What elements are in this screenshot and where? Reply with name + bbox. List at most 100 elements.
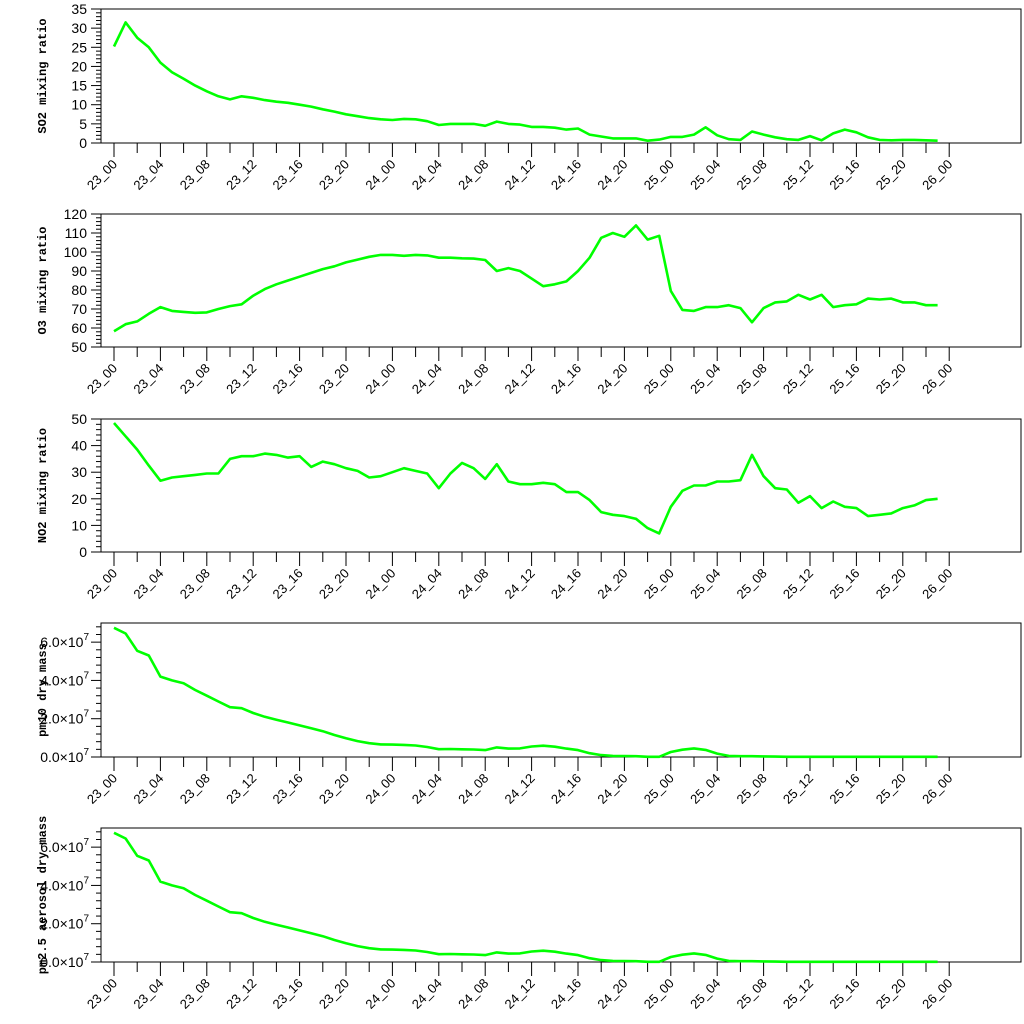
x-tick-label: 23_08 (177, 157, 213, 193)
x-tick-label: 25_04 (687, 771, 723, 807)
x-tick-label: 23_04 (130, 976, 166, 1012)
x-tick-label: 23_00 (84, 771, 120, 807)
x-tick-label: 23_20 (316, 157, 352, 193)
x-tick-label: 23_00 (84, 566, 120, 602)
x-tick-label: 24_00 (362, 361, 398, 397)
x-tick-label: 25_12 (780, 771, 816, 807)
x-tick-label: 25_00 (641, 566, 677, 602)
x-tick-label: 23_16 (270, 771, 306, 807)
x-tick-label: 25_00 (641, 157, 677, 193)
x-tick-label: 25_20 (873, 157, 909, 193)
x-tick-label: 23_12 (223, 361, 259, 397)
y-tick-label: 50 (71, 339, 87, 355)
y-tick-label: 2.0×107 (40, 709, 89, 727)
x-tick-label: 23_04 (130, 157, 166, 193)
y-tick-label: 40 (71, 438, 87, 454)
x-tick-label: 26_00 (919, 976, 955, 1012)
y-tick-label: 80 (71, 282, 87, 298)
x-tick-label: 23_20 (316, 361, 352, 397)
x-tick-label: 24_08 (455, 566, 491, 602)
y-tick-label: 0.0×107 (40, 952, 89, 970)
x-tick-label: 24_12 (502, 976, 538, 1012)
x-tick-label: 24_20 (594, 771, 630, 807)
y-tick-label: 110 (65, 225, 88, 241)
y-tick-label: 35 (71, 1, 87, 17)
x-tick-label: 25_16 (826, 771, 862, 807)
x-tick-label: 24_08 (455, 771, 491, 807)
y-tick-label: 60 (71, 320, 87, 336)
x-tick-label: 25_16 (826, 157, 862, 193)
x-tick-label: 26_00 (919, 361, 955, 397)
x-tick-label: 24_00 (362, 771, 398, 807)
x-tick-label: 23_08 (177, 976, 213, 1012)
x-tick-label: 25_08 (734, 157, 770, 193)
x-tick-label: 26_00 (919, 771, 955, 807)
x-tick-label: 25_04 (687, 361, 723, 397)
x-tick-label: 24_16 (548, 157, 584, 193)
x-tick-label: 25_20 (873, 361, 909, 397)
x-tick-label: 24_20 (594, 361, 630, 397)
y-axis-label: NO2 mixing ratio (36, 428, 50, 543)
x-tick-label: 24_20 (594, 157, 630, 193)
x-tick-label: 25_12 (780, 566, 816, 602)
x-tick-label: 24_08 (455, 361, 491, 397)
x-tick-label: 25_20 (873, 771, 909, 807)
x-tick-label: 25_08 (734, 361, 770, 397)
y-tick-label: 120 (64, 206, 88, 222)
y-tick-label: 90 (71, 263, 87, 279)
x-tick-label: 23_16 (270, 361, 306, 397)
x-tick-label: 25_00 (641, 361, 677, 397)
x-tick-label: 24_16 (548, 566, 584, 602)
x-tick-label: 25_08 (734, 566, 770, 602)
series-line (112, 21, 938, 142)
y-tick-label: 100 (64, 244, 88, 260)
y-axis-label: O3 mixing ratio (36, 226, 50, 334)
y-tick-label: 5 (79, 116, 87, 132)
y-tick-label: 30 (71, 20, 87, 36)
x-tick-label: 24_04 (409, 361, 445, 397)
chart-panel-5: 0.0×107 2.0×107 4.0×107 6.0×107 23_00 23_04 23… (36, 816, 1022, 1012)
x-tick-label: 23_16 (270, 157, 306, 193)
x-tick-label: 23_04 (130, 566, 166, 602)
x-tick-label: 23_00 (84, 976, 120, 1012)
x-tick-label: 23_16 (270, 566, 306, 602)
x-tick-label: 23_08 (177, 566, 213, 602)
x-tick-label: 24_20 (594, 976, 630, 1012)
x-tick-label: 26_00 (919, 566, 955, 602)
y-tick-label: 0 (79, 135, 87, 151)
x-tick-label: 24_12 (502, 771, 538, 807)
x-tick-label: 23_08 (177, 771, 213, 807)
y-tick-label: 25 (71, 39, 87, 55)
plot-frame (100, 827, 1022, 963)
x-tick-label: 25_08 (734, 976, 770, 1012)
plot-frame (100, 622, 1022, 758)
x-tick-label: 23_00 (84, 361, 120, 397)
x-tick-label: 25_20 (873, 566, 909, 602)
series-line (113, 422, 938, 535)
y-tick-label: 4.0×107 (40, 670, 89, 688)
x-tick-label: 25_16 (826, 566, 862, 602)
y-tick-label: 4.0×107 (40, 875, 89, 893)
x-tick-label: 25_08 (734, 771, 770, 807)
x-tick-label: 24_16 (548, 361, 584, 397)
x-tick-label: 24_12 (502, 361, 538, 397)
x-tick-label: 23_04 (130, 361, 166, 397)
x-tick-label: 26_00 (919, 157, 955, 193)
series-line (113, 224, 938, 333)
x-tick-label: 24_20 (594, 566, 630, 602)
y-tick-label: 20 (71, 491, 87, 507)
y-tick-label: 10 (71, 97, 87, 113)
chart-panel-2: 50 60 70 80 90 100 110 120 23_00 23_04 23_08 23_12 2… (36, 206, 1022, 397)
x-tick-label: 23_04 (130, 771, 166, 807)
x-tick-label: 24_12 (502, 566, 538, 602)
y-axis-label: pm10 dry mass (36, 643, 50, 737)
x-tick-label: 23_20 (316, 976, 352, 1012)
x-tick-label: 25_04 (687, 157, 723, 193)
y-tick-label: 0 (79, 544, 87, 560)
x-tick-label: 25_00 (641, 976, 677, 1012)
x-tick-label: 23_12 (223, 976, 259, 1012)
x-tick-label: 23_00 (84, 157, 120, 193)
x-tick-label: 24_00 (362, 976, 398, 1012)
y-tick-label: 2.0×107 (40, 914, 89, 932)
x-tick-label: 24_08 (455, 157, 491, 193)
